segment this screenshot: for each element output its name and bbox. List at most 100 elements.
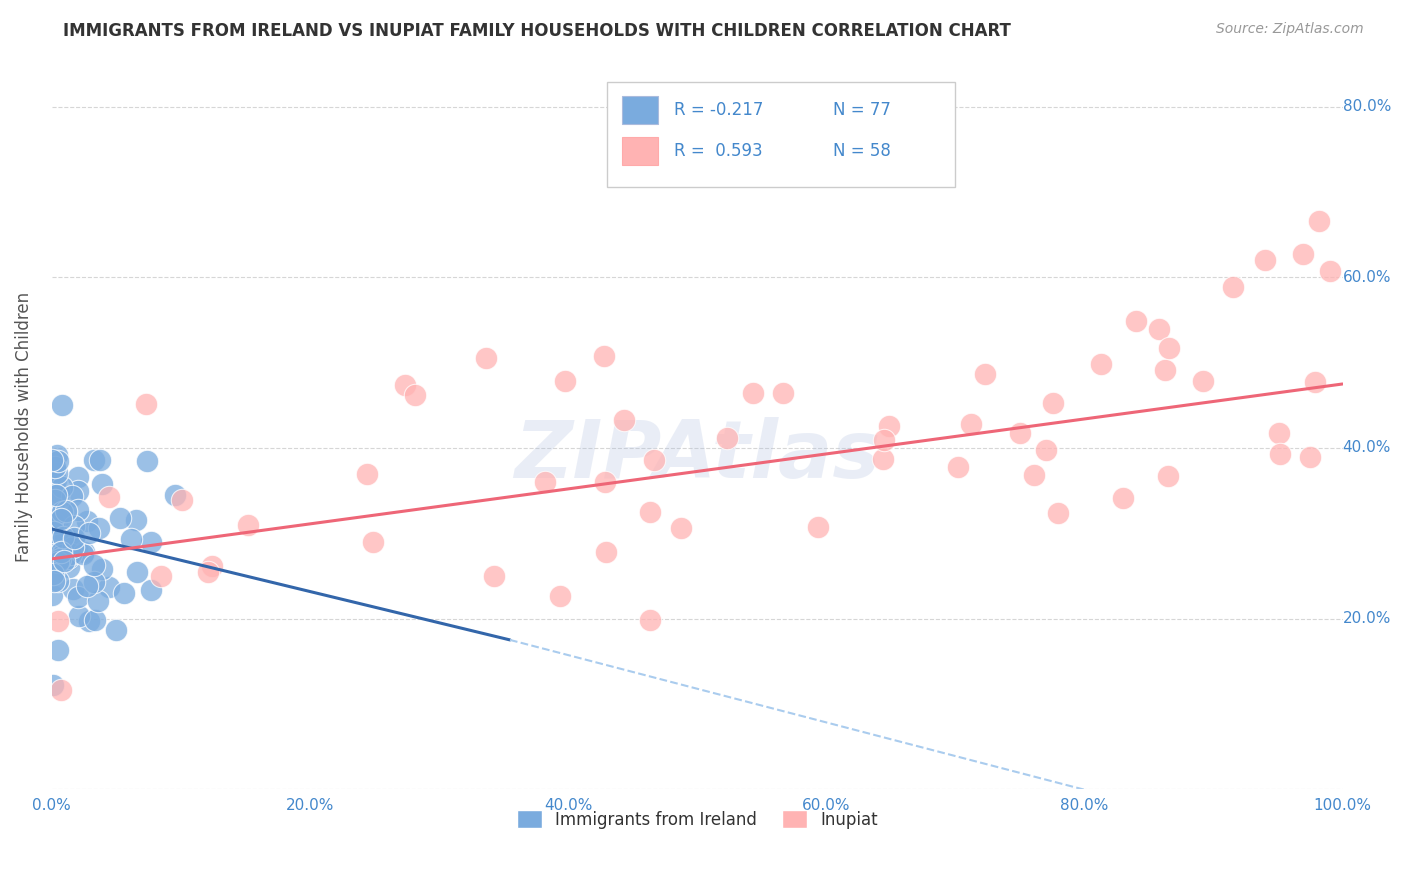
- Point: [55, 504, 77, 518]
- Point: [613, 413, 636, 427]
- Point: [1042, 396, 1064, 410]
- Point: [90, 562, 112, 576]
- Point: [638, 505, 661, 519]
- Point: [51, 480, 73, 494]
- Point: [671, 521, 693, 535]
- Point: [534, 475, 557, 490]
- Point: [872, 451, 894, 466]
- Point: [1090, 357, 1112, 371]
- Point: [772, 386, 794, 401]
- Point: [63, 531, 86, 545]
- Point: [716, 431, 738, 445]
- Point: [73, 545, 96, 559]
- Point: [77, 526, 100, 541]
- Text: IMMIGRANTS FROM IRELAND VS INUPIAT FAMILY HOUSEHOLDS WITH CHILDREN CORRELATION C: IMMIGRANTS FROM IRELAND VS INUPIAT FAMIL…: [63, 22, 1011, 40]
- Point: [46, 574, 69, 589]
- Point: [1010, 426, 1032, 441]
- Point: [104, 624, 127, 638]
- Point: [960, 417, 983, 432]
- Point: [139, 582, 162, 597]
- Point: [554, 374, 576, 388]
- FancyBboxPatch shape: [623, 137, 658, 165]
- Point: [60, 547, 83, 561]
- Point: [404, 388, 426, 402]
- Point: [356, 467, 378, 481]
- Point: [46, 512, 69, 526]
- Point: [42, 678, 65, 692]
- Text: ZIPAtlas: ZIPAtlas: [515, 417, 880, 495]
- Point: [49, 512, 72, 526]
- Point: [1254, 252, 1277, 267]
- Point: [67, 609, 90, 624]
- Point: [1024, 467, 1046, 482]
- Point: [42, 574, 65, 588]
- Point: [76, 579, 98, 593]
- Point: [1299, 450, 1322, 464]
- Point: [66, 484, 89, 499]
- Point: [1267, 425, 1289, 440]
- Point: [1147, 322, 1170, 336]
- Point: [475, 351, 498, 366]
- Point: [170, 493, 193, 508]
- Point: [1319, 263, 1341, 277]
- Point: [638, 613, 661, 627]
- Point: [49, 552, 72, 566]
- Point: [41, 452, 63, 467]
- Point: [643, 453, 665, 467]
- Point: [83, 558, 105, 572]
- Point: [66, 542, 89, 557]
- Point: [45, 488, 67, 502]
- Point: [49, 545, 72, 559]
- Point: [83, 574, 105, 589]
- Point: [97, 580, 120, 594]
- Point: [84, 614, 107, 628]
- Text: 40.0%: 40.0%: [1343, 441, 1391, 456]
- Text: N = 77: N = 77: [832, 101, 890, 119]
- Point: [44, 459, 66, 474]
- Point: [1268, 447, 1291, 461]
- Point: [58, 560, 80, 574]
- Point: [141, 534, 163, 549]
- Point: [62, 540, 84, 554]
- Point: [87, 521, 110, 535]
- Text: 80.0%: 80.0%: [1343, 99, 1391, 114]
- Point: [60, 489, 83, 503]
- Point: [46, 642, 69, 657]
- Text: R =  0.593: R = 0.593: [673, 142, 762, 160]
- Point: [946, 460, 969, 475]
- Text: 60.0%: 60.0%: [1343, 270, 1391, 285]
- Point: [482, 569, 505, 583]
- Point: [58, 550, 80, 565]
- Point: [135, 396, 157, 410]
- Point: [51, 505, 73, 519]
- Point: [1222, 280, 1244, 294]
- Text: Source: ZipAtlas.com: Source: ZipAtlas.com: [1216, 22, 1364, 37]
- Point: [150, 569, 173, 583]
- Point: [394, 378, 416, 392]
- Point: [44, 524, 66, 539]
- Point: [66, 590, 89, 604]
- Point: [46, 448, 69, 462]
- Point: [46, 467, 69, 481]
- Point: [48, 486, 70, 500]
- Point: [66, 469, 89, 483]
- Point: [1112, 491, 1135, 505]
- Point: [45, 541, 67, 555]
- Point: [1159, 341, 1181, 355]
- Text: N = 58: N = 58: [832, 142, 890, 160]
- Point: [46, 614, 69, 628]
- Point: [1046, 506, 1069, 520]
- Point: [77, 614, 100, 628]
- Point: [1125, 314, 1147, 328]
- Point: [807, 520, 830, 534]
- Point: [98, 490, 121, 504]
- Point: [593, 349, 616, 363]
- Point: [89, 453, 111, 467]
- Point: [112, 585, 135, 599]
- Y-axis label: Family Households with Children: Family Households with Children: [15, 292, 32, 562]
- Point: [87, 594, 110, 608]
- Point: [42, 516, 65, 531]
- Point: [873, 433, 896, 447]
- Point: [1303, 375, 1326, 389]
- Point: [53, 554, 76, 568]
